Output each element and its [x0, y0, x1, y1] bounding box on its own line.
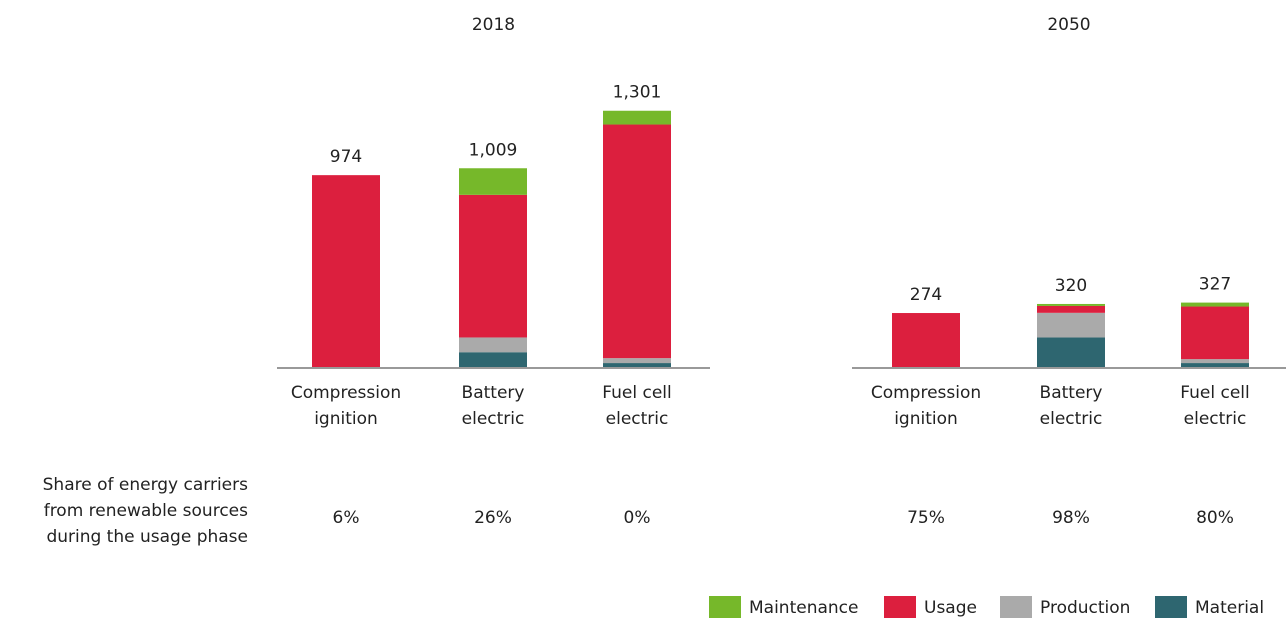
total-label: 274 [910, 285, 942, 305]
bar-segment [1181, 363, 1249, 367]
bar-segment [1037, 305, 1105, 313]
x-tick-label: Compression [291, 383, 401, 403]
renewable-share: 6% [333, 508, 360, 528]
bar-segment [1037, 303, 1105, 306]
bar-segment [459, 337, 527, 353]
renewable-share: 80% [1196, 508, 1234, 528]
legend-label: Production [1040, 598, 1130, 618]
bar-segment [1037, 312, 1105, 338]
bar-segment [603, 363, 671, 367]
panel-title: 2018 [472, 15, 515, 35]
bar-segment [459, 352, 527, 367]
panel-title: 2050 [1047, 15, 1090, 35]
x-tick-label: electric [1040, 409, 1103, 429]
x-tick-label: electric [606, 409, 669, 429]
bar-segment [1037, 337, 1105, 367]
legend-swatch [1155, 596, 1187, 618]
row-label: Share of energy carriers [43, 475, 249, 495]
legend-swatch [884, 596, 916, 618]
bar-segment [1181, 359, 1249, 364]
legend-label: Maintenance [749, 598, 858, 618]
total-label: 974 [330, 147, 362, 167]
bar-segment [1181, 302, 1249, 307]
bar-segment [892, 313, 960, 367]
bar-segment [312, 175, 380, 367]
x-tick-label: Fuel cell [1180, 383, 1249, 403]
bar-segment [603, 124, 671, 359]
row-label: during the usage phase [46, 527, 248, 547]
total-label: 320 [1055, 276, 1087, 296]
x-tick-label: electric [462, 409, 525, 429]
legend-label: Material [1195, 598, 1264, 618]
bar-segment [603, 110, 671, 125]
x-tick-label: Compression [871, 383, 981, 403]
renewable-share: 75% [907, 508, 945, 528]
x-tick-label: Battery [1040, 383, 1103, 403]
bar-segment [459, 194, 527, 338]
bar-segment [1181, 306, 1249, 360]
x-tick-label: Battery [462, 383, 525, 403]
x-tick-label: ignition [314, 409, 378, 429]
x-tick-label: Fuel cell [602, 383, 671, 403]
total-label: 1,301 [613, 83, 662, 103]
row-label: from renewable sources [44, 501, 248, 521]
total-label: 1,009 [469, 140, 518, 160]
bar-segment [603, 358, 671, 364]
bar-segment [459, 168, 527, 195]
renewable-share: 0% [624, 508, 651, 528]
total-label: 327 [1199, 275, 1231, 295]
legend-swatch [709, 596, 741, 618]
x-tick-label: electric [1184, 409, 1247, 429]
renewable-share: 26% [474, 508, 512, 528]
x-tick-label: ignition [894, 409, 958, 429]
legend-label: Usage [924, 598, 977, 618]
renewable-share: 98% [1052, 508, 1090, 528]
legend-swatch [1000, 596, 1032, 618]
